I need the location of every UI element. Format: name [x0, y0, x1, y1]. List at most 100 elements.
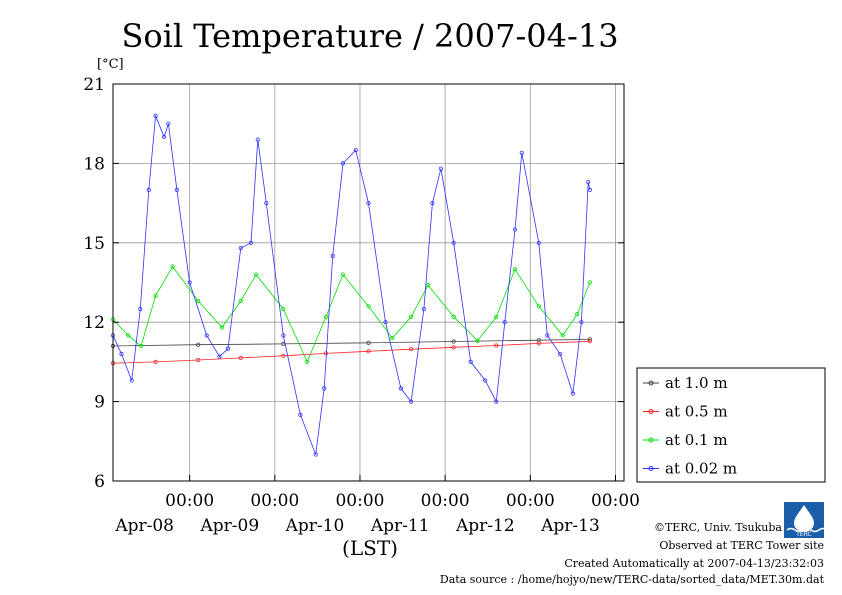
data-point [421, 306, 426, 312]
copyright-text: ©TERC, Univ. Tsukuba [653, 521, 782, 534]
data-point [483, 378, 488, 383]
data-point [281, 306, 286, 312]
y-tick-label: 12 [83, 313, 105, 333]
data-point [238, 245, 243, 251]
x-tick-label: 00:00 [591, 491, 640, 511]
series-line [112, 115, 591, 455]
data-point [305, 359, 310, 364]
x-date-label: Apr-12 [455, 516, 515, 536]
legend: at 1.0 m at 0.5 m at 0.1 m at 0.02 m [636, 367, 826, 483]
y-axis-unit: [°C] [97, 57, 124, 72]
data-point [340, 272, 346, 277]
data-point [366, 349, 371, 354]
x-axis-label: (LST) [342, 536, 398, 560]
data-point [545, 333, 550, 338]
data-point [138, 306, 143, 312]
data-point [166, 121, 171, 126]
source-text: Data source : /home/hojyo/new/TERC-data/… [439, 573, 824, 586]
data-point [426, 283, 431, 288]
data-point [217, 354, 222, 359]
data-point [170, 264, 175, 269]
data-point [536, 240, 541, 245]
data-point [126, 333, 131, 338]
legend-label: at 1.0 m [665, 374, 728, 392]
x-date-label: Apr-09 [199, 516, 259, 536]
series-at-0-1-m [110, 264, 593, 364]
data-point [162, 134, 167, 140]
data-point [219, 325, 225, 330]
created-text: Created Automatically at 2007-04-13/23:3… [564, 557, 824, 570]
terc-logo: TERC [784, 502, 828, 538]
data-point [451, 240, 456, 245]
data-point [408, 347, 414, 352]
data-point [153, 293, 158, 298]
series-at-0-5-m [110, 339, 593, 366]
data-point [264, 201, 269, 206]
x-tick-label: 00:00 [165, 491, 214, 511]
data-point [451, 345, 456, 350]
x-tick-label: 00:00 [250, 491, 299, 511]
legend-label: at 0.5 m [665, 403, 728, 421]
data-point [330, 253, 335, 259]
data-point [560, 333, 565, 338]
data-point [129, 378, 134, 383]
x-tick-label: 00:00 [335, 491, 384, 511]
data-point [323, 314, 329, 320]
x-date-label: Apr-08 [114, 516, 174, 536]
data-point [366, 304, 371, 309]
series-line [112, 340, 590, 364]
data-point [408, 399, 414, 404]
data-point [587, 339, 593, 344]
data-point [451, 314, 456, 320]
data-point [187, 280, 192, 285]
y-tick-label: 21 [83, 75, 105, 95]
legend-swatch-marker [648, 466, 654, 471]
data-point [153, 359, 158, 364]
data-point [558, 351, 563, 357]
data-point [408, 314, 414, 320]
data-point [281, 333, 286, 338]
data-point [575, 312, 580, 317]
legend-box [636, 367, 826, 483]
x-axis: 00:00 Apr-08 00:00 Apr-09 00:00 Apr-10 00:00 Ap… [114, 475, 640, 536]
legend-swatch-marker [648, 437, 654, 443]
data-point [153, 113, 158, 118]
data-point [383, 320, 388, 325]
series-line [112, 265, 591, 363]
data-point [494, 399, 499, 404]
data-point [196, 342, 201, 347]
y-tick-label: 9 [94, 393, 105, 413]
y-tick-label: 15 [83, 234, 105, 254]
legend-label: at 0.02 m [665, 460, 737, 478]
data-point [353, 148, 358, 153]
data-point [204, 333, 209, 338]
data-point [238, 298, 243, 304]
data-point [390, 335, 395, 341]
data-point [119, 351, 124, 357]
data-point [313, 452, 318, 457]
data-point [323, 351, 329, 356]
data-point [587, 280, 593, 285]
data-point [225, 346, 231, 351]
data-point [536, 341, 541, 346]
data-point [196, 298, 201, 304]
data-point [248, 240, 254, 245]
data-point [398, 386, 403, 391]
data-point [139, 343, 144, 349]
data-point [536, 304, 541, 309]
data-point [253, 272, 259, 277]
legend-swatch-marker [648, 409, 654, 414]
x-tick-label: 00:00 [421, 491, 470, 511]
data-point [512, 267, 518, 272]
data-point [438, 166, 443, 171]
data-point [494, 314, 499, 320]
data-point [512, 227, 518, 232]
data-point [255, 137, 260, 142]
x-tick-label: 00:00 [506, 491, 555, 511]
data-point [430, 201, 435, 206]
data-point [174, 187, 179, 192]
data-point [570, 391, 576, 396]
data-point [587, 337, 593, 342]
data-point [519, 150, 524, 155]
